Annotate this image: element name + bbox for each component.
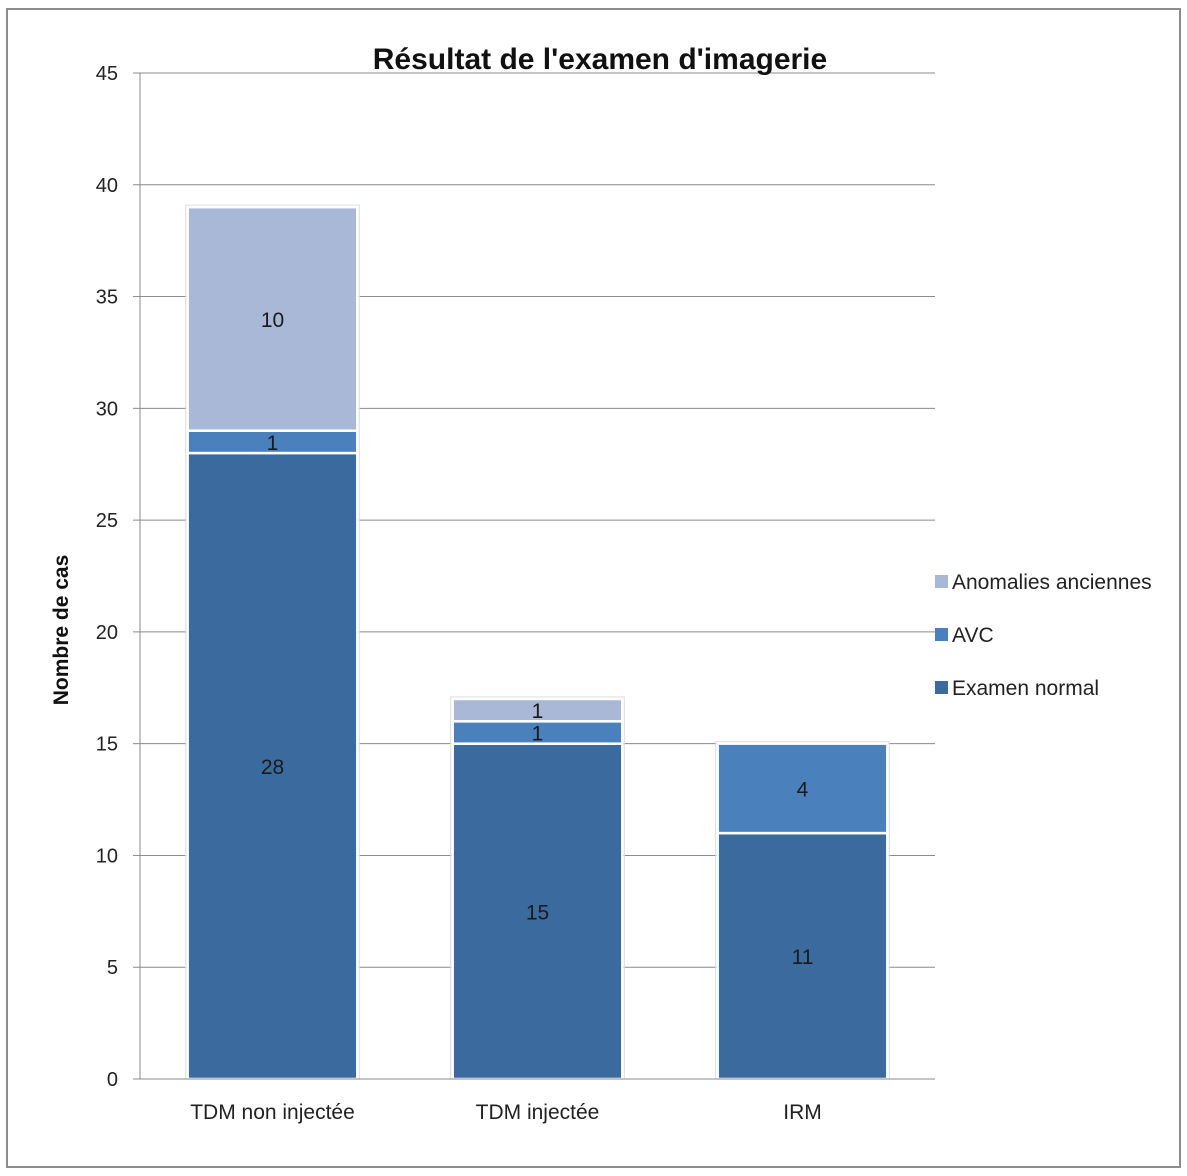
x-tick-label: IRM	[783, 1101, 822, 1124]
axes	[139, 73, 935, 1080]
bar-segment	[716, 831, 889, 1081]
x-axis-categories: TDM non injectée TDM injectée IRM	[190, 1101, 822, 1124]
legend-swatch	[935, 575, 948, 588]
data-label: 1	[532, 722, 544, 745]
legend-swatch	[935, 681, 948, 694]
bar-segment	[186, 205, 359, 432]
legend-label: AVC	[952, 624, 994, 647]
chart-title: Résultat de l'examen d'imagerie	[373, 43, 827, 76]
data-label: 28	[261, 756, 284, 779]
legend-label: Anomalies anciennes	[952, 571, 1152, 594]
data-label: 1	[267, 432, 279, 455]
y-tick-label: 0	[107, 1069, 118, 1091]
x-tick-label: TDM non injectée	[190, 1101, 355, 1124]
legend-label: Examen normal	[952, 677, 1099, 700]
bar-segment	[716, 742, 889, 835]
bar-segment	[451, 742, 624, 1081]
y-tick-label: 10	[96, 845, 118, 867]
y-tick-label: 30	[96, 398, 118, 420]
y-tick-label: 15	[96, 734, 118, 756]
bar-segment	[451, 697, 624, 723]
x-tick-label: TDM injectée	[476, 1101, 600, 1124]
data-label: 4	[797, 778, 809, 801]
legend: Anomalies anciennes AVC Examen normal	[935, 571, 1152, 700]
y-tick-label: 40	[96, 175, 118, 197]
y-tick-label: 35	[96, 287, 118, 309]
legend-swatch	[935, 628, 948, 641]
bar-segment	[186, 451, 359, 1081]
bars	[185, 204, 890, 1081]
data-label: 10	[261, 309, 284, 332]
y-axis-ticks: 0 5 10 15 20 25 30 35 40 45	[96, 63, 140, 1091]
y-axis-label: Nombre de cas	[50, 555, 73, 706]
y-tick-label: 5	[107, 957, 118, 979]
data-label: 15	[526, 901, 549, 924]
data-label: 11	[792, 946, 814, 969]
y-tick-label: 25	[96, 510, 118, 532]
y-tick-label: 20	[96, 622, 118, 644]
data-label: 1	[532, 700, 544, 723]
y-tick-label: 45	[96, 63, 118, 85]
